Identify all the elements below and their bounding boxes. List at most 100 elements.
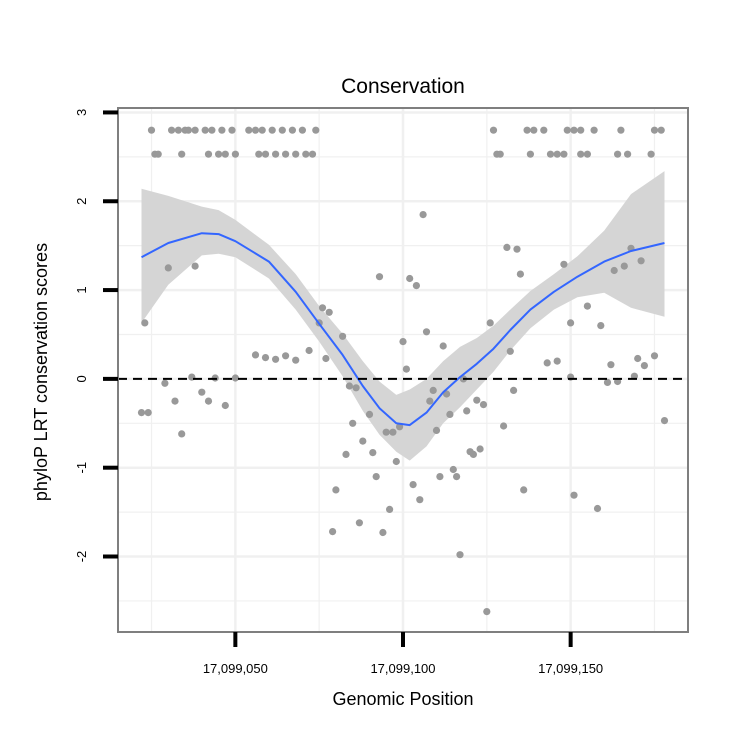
smooth-line-layer bbox=[141, 232, 665, 427]
x-tick-label: 17,099,150 bbox=[538, 661, 603, 676]
confidence-band-layer bbox=[141, 171, 665, 461]
data-point bbox=[610, 266, 618, 275]
data-point bbox=[432, 426, 441, 434]
data-point bbox=[530, 126, 538, 134]
data-point bbox=[386, 505, 394, 513]
points-layer bbox=[137, 126, 669, 616]
data-point bbox=[345, 382, 353, 390]
data-point bbox=[305, 346, 313, 355]
data-point bbox=[603, 378, 612, 386]
y-tick-label: -1 bbox=[74, 462, 89, 474]
data-point bbox=[486, 319, 494, 327]
data-point bbox=[392, 457, 400, 466]
y-tick-label: 2 bbox=[74, 198, 89, 205]
data-point bbox=[446, 410, 454, 418]
data-point bbox=[231, 150, 239, 158]
data-point bbox=[553, 357, 561, 365]
data-point bbox=[231, 374, 239, 382]
data-point bbox=[272, 150, 280, 158]
data-point bbox=[429, 386, 437, 394]
data-point bbox=[422, 328, 431, 336]
data-point bbox=[228, 126, 236, 134]
data-point bbox=[463, 407, 471, 415]
data-point bbox=[282, 352, 290, 360]
data-point bbox=[171, 397, 179, 405]
data-point bbox=[546, 150, 555, 158]
data-point bbox=[144, 409, 152, 417]
data-point bbox=[526, 150, 535, 158]
data-point bbox=[178, 150, 186, 158]
data-point bbox=[426, 397, 434, 405]
data-point bbox=[137, 409, 146, 417]
data-point bbox=[261, 354, 270, 362]
data-point bbox=[375, 273, 384, 281]
data-point bbox=[660, 417, 669, 425]
confidence-band bbox=[141, 171, 665, 461]
data-point bbox=[261, 150, 270, 158]
data-point bbox=[168, 126, 176, 134]
data-point bbox=[339, 332, 347, 340]
data-point bbox=[278, 126, 286, 134]
data-point bbox=[416, 496, 424, 504]
data-point bbox=[570, 491, 578, 499]
data-point bbox=[292, 356, 300, 364]
data-point bbox=[453, 473, 461, 481]
data-point bbox=[436, 473, 444, 481]
data-point bbox=[560, 150, 568, 158]
data-point bbox=[164, 264, 172, 272]
data-point bbox=[369, 449, 377, 457]
data-point bbox=[382, 428, 390, 436]
data-point bbox=[325, 308, 333, 316]
x-tick-label: 17,099,050 bbox=[203, 661, 268, 676]
data-point bbox=[221, 401, 229, 410]
data-point bbox=[473, 396, 481, 404]
data-point bbox=[406, 274, 414, 283]
data-point bbox=[302, 150, 310, 158]
x-axis-title: Genomic Position bbox=[332, 689, 473, 709]
data-point bbox=[409, 481, 417, 489]
data-point bbox=[312, 126, 320, 134]
data-point bbox=[583, 302, 592, 310]
data-point bbox=[577, 126, 585, 134]
data-point bbox=[500, 422, 508, 430]
data-point bbox=[503, 243, 511, 251]
data-point bbox=[174, 126, 182, 134]
data-point bbox=[318, 304, 327, 312]
data-point bbox=[402, 365, 410, 373]
smooth-line bbox=[141, 232, 665, 427]
y-tick-label: 3 bbox=[74, 109, 89, 116]
data-point bbox=[479, 401, 488, 409]
data-point bbox=[520, 486, 528, 494]
grid bbox=[118, 108, 688, 632]
data-point bbox=[389, 428, 397, 436]
data-point bbox=[597, 322, 605, 330]
data-point bbox=[191, 126, 199, 134]
data-point bbox=[191, 262, 199, 270]
data-point bbox=[439, 342, 447, 350]
data-point bbox=[590, 126, 598, 134]
data-point bbox=[204, 150, 213, 158]
data-point bbox=[577, 150, 585, 158]
data-point bbox=[563, 126, 571, 134]
data-point bbox=[332, 486, 340, 494]
data-point bbox=[268, 126, 276, 134]
chart-title: Conservation bbox=[341, 75, 465, 98]
data-point bbox=[516, 270, 525, 278]
data-point bbox=[365, 410, 374, 418]
data-point bbox=[570, 126, 578, 134]
data-point bbox=[496, 150, 504, 158]
data-point bbox=[523, 126, 531, 134]
data-point bbox=[198, 388, 206, 396]
y-tick-label: -2 bbox=[74, 551, 89, 563]
data-point bbox=[322, 354, 330, 363]
data-point bbox=[161, 379, 169, 387]
y-tick-label: 1 bbox=[74, 286, 89, 293]
data-point bbox=[282, 150, 290, 158]
data-point bbox=[288, 126, 296, 134]
x-tick-label: 17,099,100 bbox=[370, 661, 435, 676]
data-point bbox=[509, 386, 518, 394]
data-point bbox=[553, 150, 561, 158]
data-point bbox=[513, 245, 521, 253]
data-point bbox=[218, 126, 226, 134]
